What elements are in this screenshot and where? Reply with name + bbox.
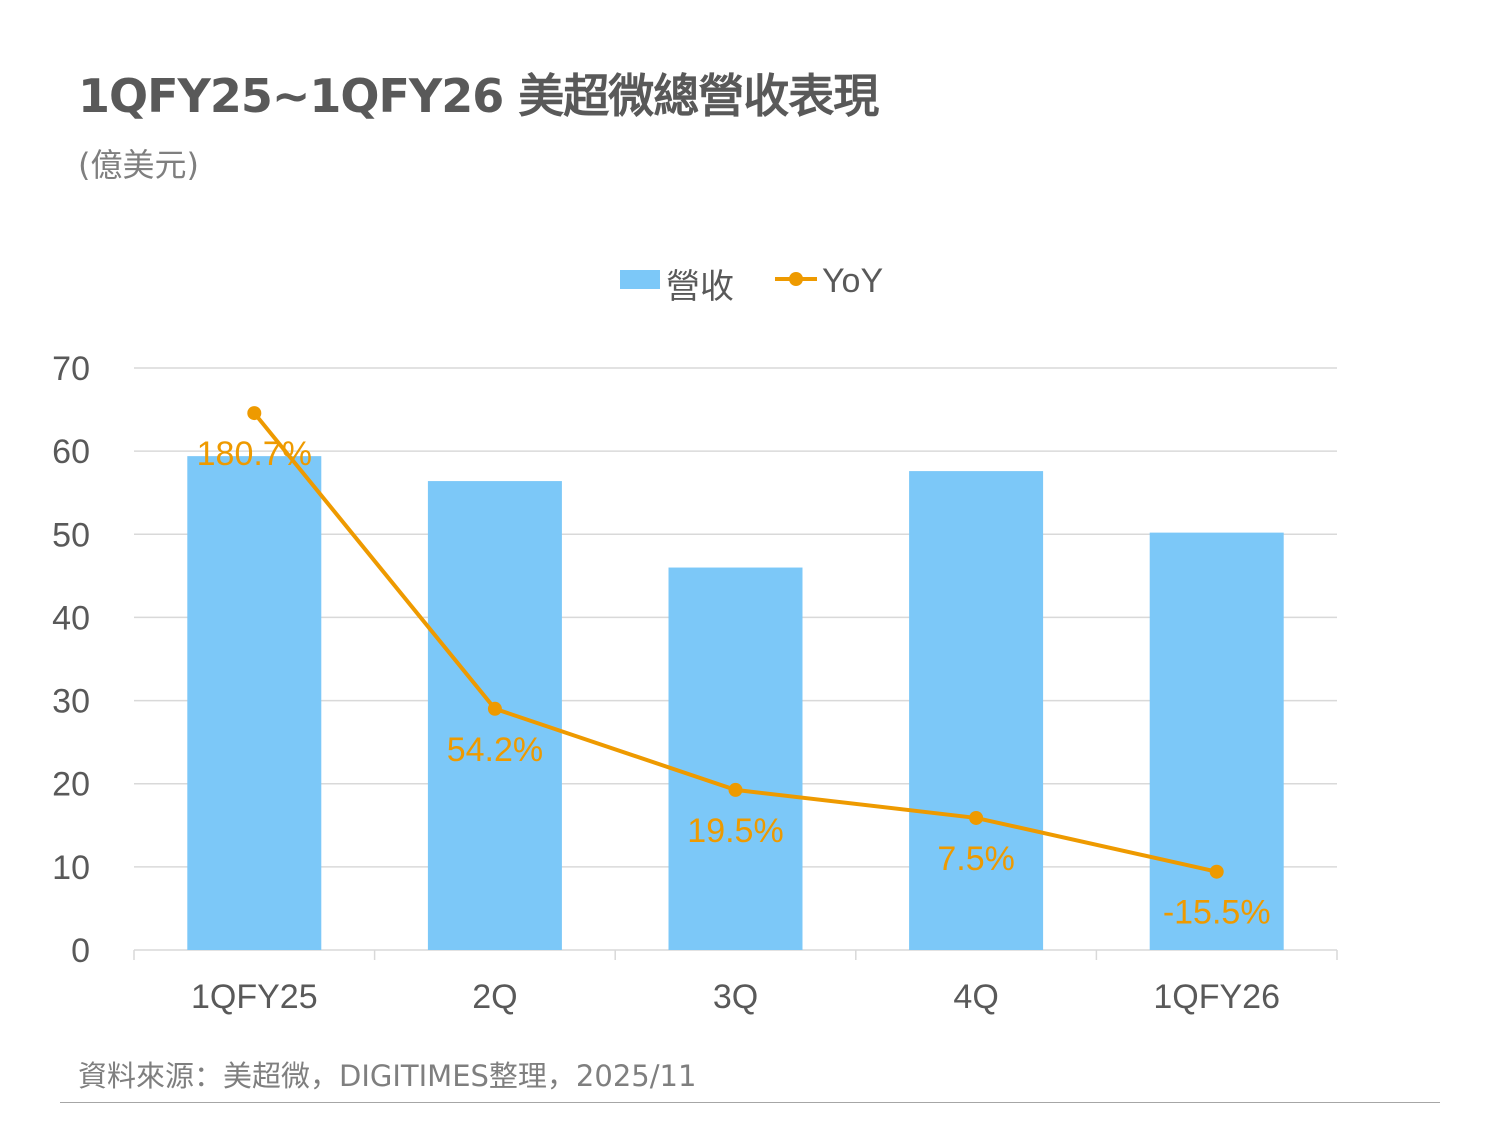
legend-bar-swatch	[620, 270, 660, 289]
source-note: 資料來源：美超微，DIGITIMES整理，2025/11	[78, 1059, 697, 1093]
yoy-data-label: 19.5%	[687, 812, 783, 850]
y-tick-label: 10	[52, 849, 90, 887]
yoy-point	[1209, 864, 1224, 879]
yoy-point	[969, 810, 984, 825]
legend-label-yoy: YoY	[822, 262, 883, 300]
y-tick-label: 50	[52, 516, 90, 554]
x-tick-label: 4Q	[953, 978, 998, 1016]
x-tick-label: 1QFY26	[1153, 978, 1280, 1016]
yoy-point	[487, 701, 502, 716]
chart-title: 1QFY25~1QFY26 美超微總營收表現	[78, 69, 879, 123]
x-tick-label: 2Q	[472, 978, 517, 1016]
chart-unit: (億美元)	[78, 146, 199, 184]
bar-4Q	[909, 471, 1044, 950]
bottom-rule	[60, 1102, 1440, 1103]
bar-1QFY25	[187, 456, 322, 950]
yoy-data-label: -15.5%	[1163, 894, 1271, 932]
yoy-data-label: 7.5%	[937, 840, 1015, 878]
yoy-data-label: 180.7%	[197, 435, 312, 473]
bar-1QFY26	[1149, 532, 1284, 950]
legend-line-marker	[789, 272, 803, 286]
yoy-point	[247, 406, 262, 421]
legend-label-revenue: 營收	[666, 267, 734, 307]
x-tick-label: 1QFY25	[191, 978, 318, 1016]
y-tick-label: 0	[71, 932, 90, 970]
x-tick-label: 3Q	[713, 978, 758, 1016]
yoy-data-label: 54.2%	[447, 731, 543, 769]
y-tick-label: 60	[52, 433, 90, 471]
bar-3Q	[668, 567, 803, 950]
yoy-point	[728, 782, 743, 797]
y-tick-label: 40	[52, 599, 90, 637]
y-tick-label: 30	[52, 683, 90, 721]
y-tick-label: 70	[52, 350, 90, 388]
y-tick-label: 20	[52, 766, 90, 804]
